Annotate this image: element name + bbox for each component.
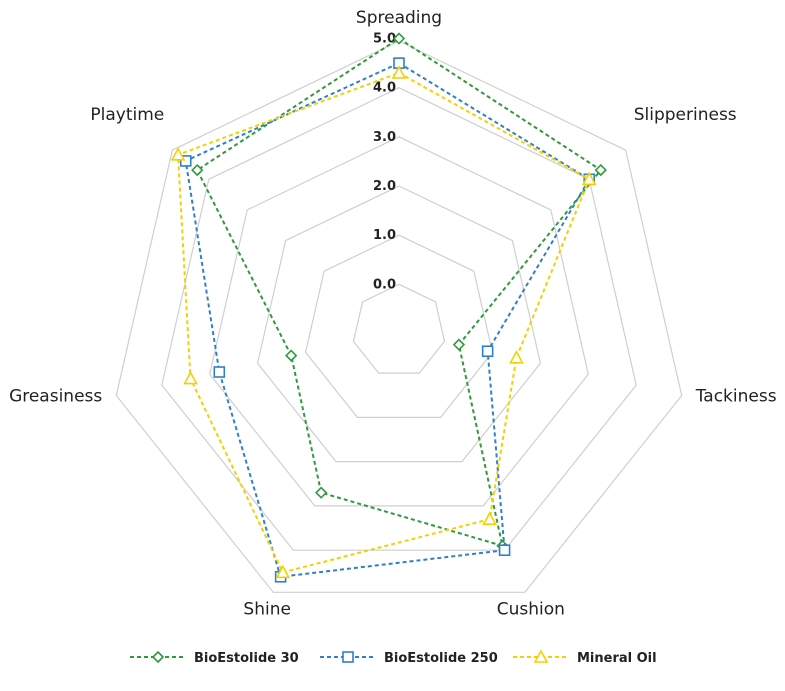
legend-marker bbox=[533, 649, 549, 663]
tick-label: 1.0 bbox=[373, 228, 396, 243]
data-point bbox=[452, 338, 466, 351]
category-label-cushion: Cushion bbox=[497, 599, 565, 619]
tick-label: 4.0 bbox=[373, 81, 396, 96]
legend-entry: Mineral Oil bbox=[513, 649, 657, 666]
tick-label: 5.0 bbox=[373, 32, 396, 47]
series-bioestolide-30 bbox=[191, 32, 607, 552]
series-mineral-oil bbox=[170, 65, 597, 579]
grid-ring-5 bbox=[115, 40, 683, 593]
legend-marker bbox=[151, 650, 165, 664]
data-point bbox=[213, 366, 226, 378]
grid-ring-4 bbox=[161, 87, 637, 551]
legend-label: Mineral Oil bbox=[577, 651, 657, 666]
legend: BioEstolide 30 BioEstolide 250 Mineral Oil bbox=[130, 649, 657, 666]
data-point bbox=[498, 544, 511, 557]
grid-ring-1 bbox=[304, 234, 494, 418]
series-line bbox=[176, 71, 591, 574]
legend-label: BioEstolide 250 bbox=[384, 651, 498, 666]
series-line bbox=[195, 37, 603, 548]
data-point bbox=[315, 486, 328, 499]
data-point bbox=[392, 32, 406, 45]
category-label-spreading: Spreading bbox=[356, 8, 442, 28]
data-point bbox=[481, 345, 494, 358]
tick-label: 0.0 bbox=[373, 277, 396, 292]
data-point bbox=[581, 171, 597, 186]
grid-ring-3 bbox=[209, 136, 589, 507]
data-point bbox=[179, 155, 192, 167]
category-labels: Spreading Slipperiness Tackiness Cushion Shi… bbox=[9, 8, 777, 619]
series-line bbox=[184, 61, 591, 578]
data-point bbox=[509, 350, 524, 364]
data-point bbox=[191, 163, 204, 177]
grid-ring-0 bbox=[352, 283, 446, 374]
category-label-tackiness: Tackiness bbox=[695, 387, 777, 407]
radial-tick-labels: 0.0 1.0 2.0 3.0 4.0 5.0 bbox=[373, 32, 396, 293]
data-point bbox=[275, 564, 291, 579]
category-label-slipperiness: Slipperiness bbox=[634, 105, 737, 125]
data-point bbox=[391, 65, 407, 79]
data-point bbox=[183, 370, 198, 385]
legend-marker bbox=[342, 651, 354, 663]
tick-label: 3.0 bbox=[373, 130, 396, 145]
category-label-playtime: Playtime bbox=[90, 105, 164, 125]
series-lines bbox=[170, 32, 607, 583]
data-point bbox=[285, 349, 298, 362]
category-label-greasiness: Greasiness bbox=[9, 387, 102, 407]
data-point bbox=[170, 147, 186, 161]
legend-entry: BioEstolide 30 bbox=[130, 650, 299, 666]
grid-ring-2 bbox=[256, 185, 542, 463]
category-label-shine: Shine bbox=[243, 599, 291, 619]
data-point bbox=[482, 511, 497, 526]
legend-entry: BioEstolide 250 bbox=[320, 651, 498, 666]
tick-label: 2.0 bbox=[373, 179, 396, 194]
radar-grid bbox=[115, 40, 683, 593]
data-point bbox=[594, 163, 607, 177]
legend-label: BioEstolide 30 bbox=[194, 651, 299, 666]
